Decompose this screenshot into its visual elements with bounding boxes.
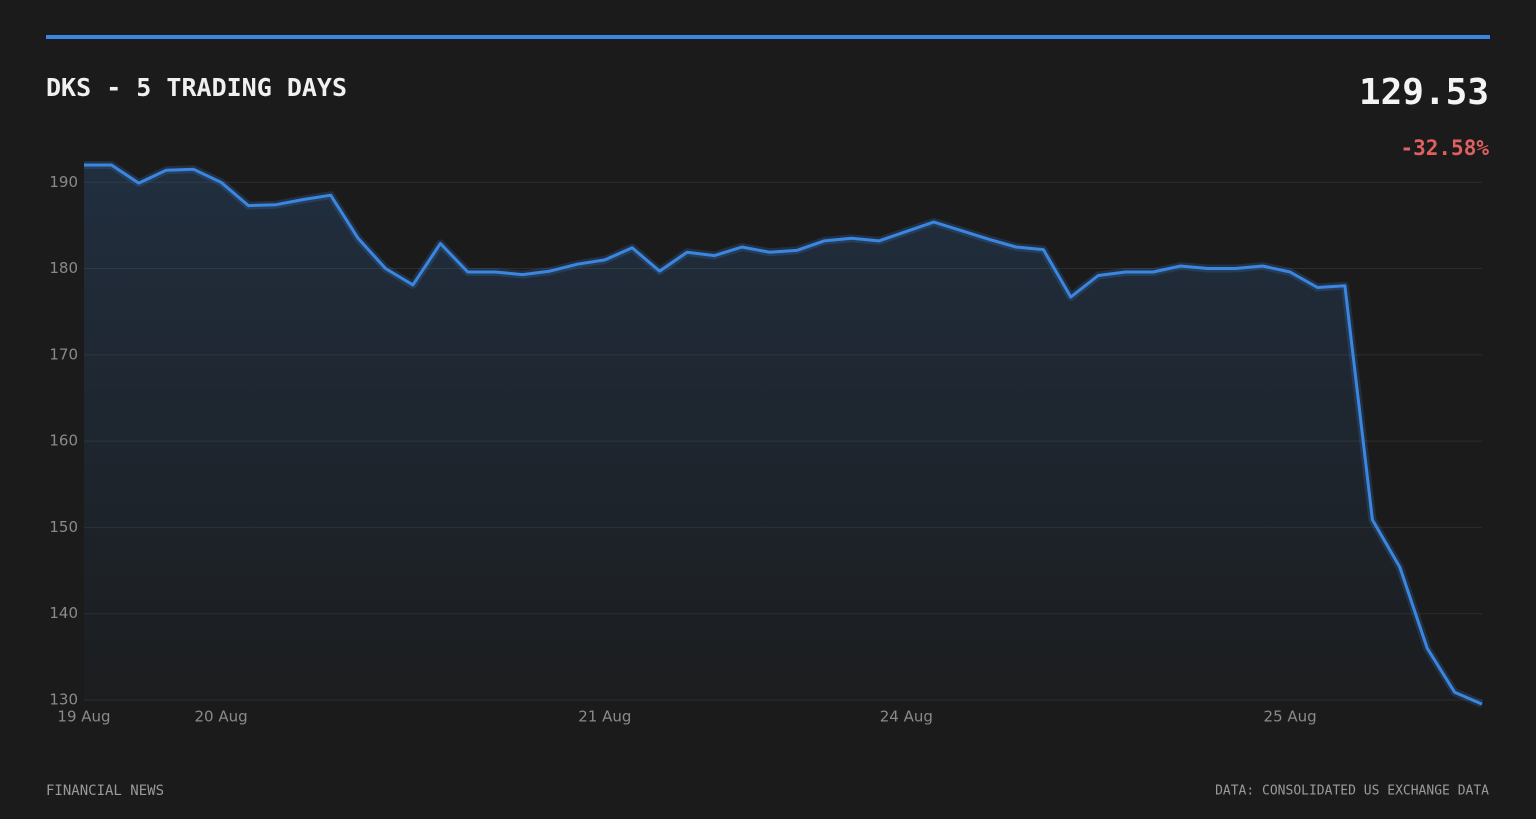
y-tick-label: 170 (49, 345, 78, 363)
footer-data: DATA: CONSOLIDATED US EXCHANGE DATA (1215, 784, 1489, 799)
chart-title: DKS - 5 TRADING DAYS (46, 73, 347, 102)
x-tick-label: 24 Aug (880, 708, 933, 726)
y-tick-label: 190 (49, 173, 78, 191)
price: 129.53 (1359, 72, 1489, 113)
x-tick-label: 21 Aug (578, 708, 631, 726)
y-tick-label: 180 (49, 259, 78, 277)
x-tick-label: 19 Aug (57, 708, 110, 726)
line (84, 163, 1483, 706)
y-tick-label: 150 (49, 518, 78, 536)
y-tick-label: 140 (49, 604, 78, 622)
y-tick-label: 130 (49, 691, 78, 709)
footer-source: FINANCIAL NEWS (46, 783, 164, 799)
change: -32.58% (1400, 136, 1489, 160)
x-tick-label: 20 Aug (194, 708, 247, 726)
y-tick-label: 160 (49, 432, 78, 450)
area (84, 165, 1482, 705)
top-bar (46, 35, 1490, 39)
x-tick-label: 25 Aug (1264, 708, 1317, 726)
